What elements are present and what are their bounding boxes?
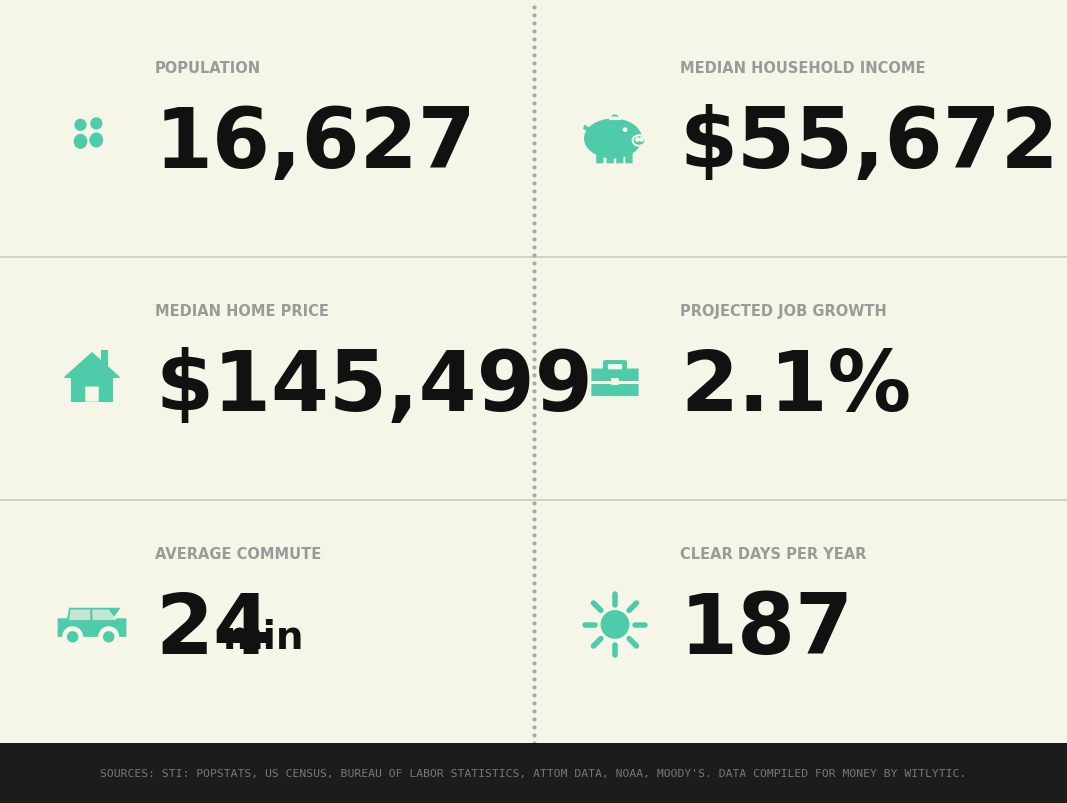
Polygon shape [93,609,116,621]
Text: AVERAGE COMMUTE: AVERAGE COMMUTE [155,546,321,561]
Circle shape [91,118,102,130]
Text: 187: 187 [680,589,854,671]
Circle shape [103,631,114,642]
Text: min: min [223,619,304,657]
Circle shape [67,631,78,642]
Circle shape [75,120,86,132]
Ellipse shape [584,120,642,159]
Text: $145,499: $145,499 [155,347,593,427]
Circle shape [623,128,627,133]
Circle shape [62,626,83,647]
Text: 16,627: 16,627 [155,104,477,185]
FancyBboxPatch shape [611,378,619,385]
Text: PROJECTED JOB GROWTH: PROJECTED JOB GROWTH [680,304,887,319]
Ellipse shape [610,116,620,124]
Text: CLEAR DAYS PER YEAR: CLEAR DAYS PER YEAR [680,546,866,561]
Circle shape [601,610,630,639]
FancyBboxPatch shape [596,153,604,164]
FancyBboxPatch shape [625,153,633,164]
FancyBboxPatch shape [101,351,108,366]
Text: 2.1%: 2.1% [680,347,911,427]
Text: 24: 24 [155,589,271,671]
Text: SOURCES: STI: POPSTATS, US CENSUS, BUREAU OF LABOR STATISTICS, ATTOM DATA, NOAA,: SOURCES: STI: POPSTATS, US CENSUS, BUREA… [100,768,967,778]
FancyBboxPatch shape [616,153,623,164]
FancyBboxPatch shape [608,365,622,370]
FancyBboxPatch shape [85,387,99,402]
Polygon shape [65,353,120,378]
FancyBboxPatch shape [58,618,126,637]
Text: $55,672: $55,672 [680,104,1060,185]
Polygon shape [66,608,121,622]
Polygon shape [69,609,91,621]
Ellipse shape [90,133,103,149]
FancyBboxPatch shape [591,369,639,397]
Text: MEDIAN HOME PRICE: MEDIAN HOME PRICE [155,304,329,319]
FancyBboxPatch shape [609,117,621,121]
Text: MEDIAN HOUSEHOLD INCOME: MEDIAN HOUSEHOLD INCOME [680,61,925,76]
Text: POPULATION: POPULATION [155,61,261,76]
Circle shape [98,626,120,647]
FancyBboxPatch shape [606,153,614,164]
Ellipse shape [74,135,87,149]
FancyBboxPatch shape [0,743,1067,803]
Ellipse shape [633,137,646,146]
FancyBboxPatch shape [71,378,113,402]
